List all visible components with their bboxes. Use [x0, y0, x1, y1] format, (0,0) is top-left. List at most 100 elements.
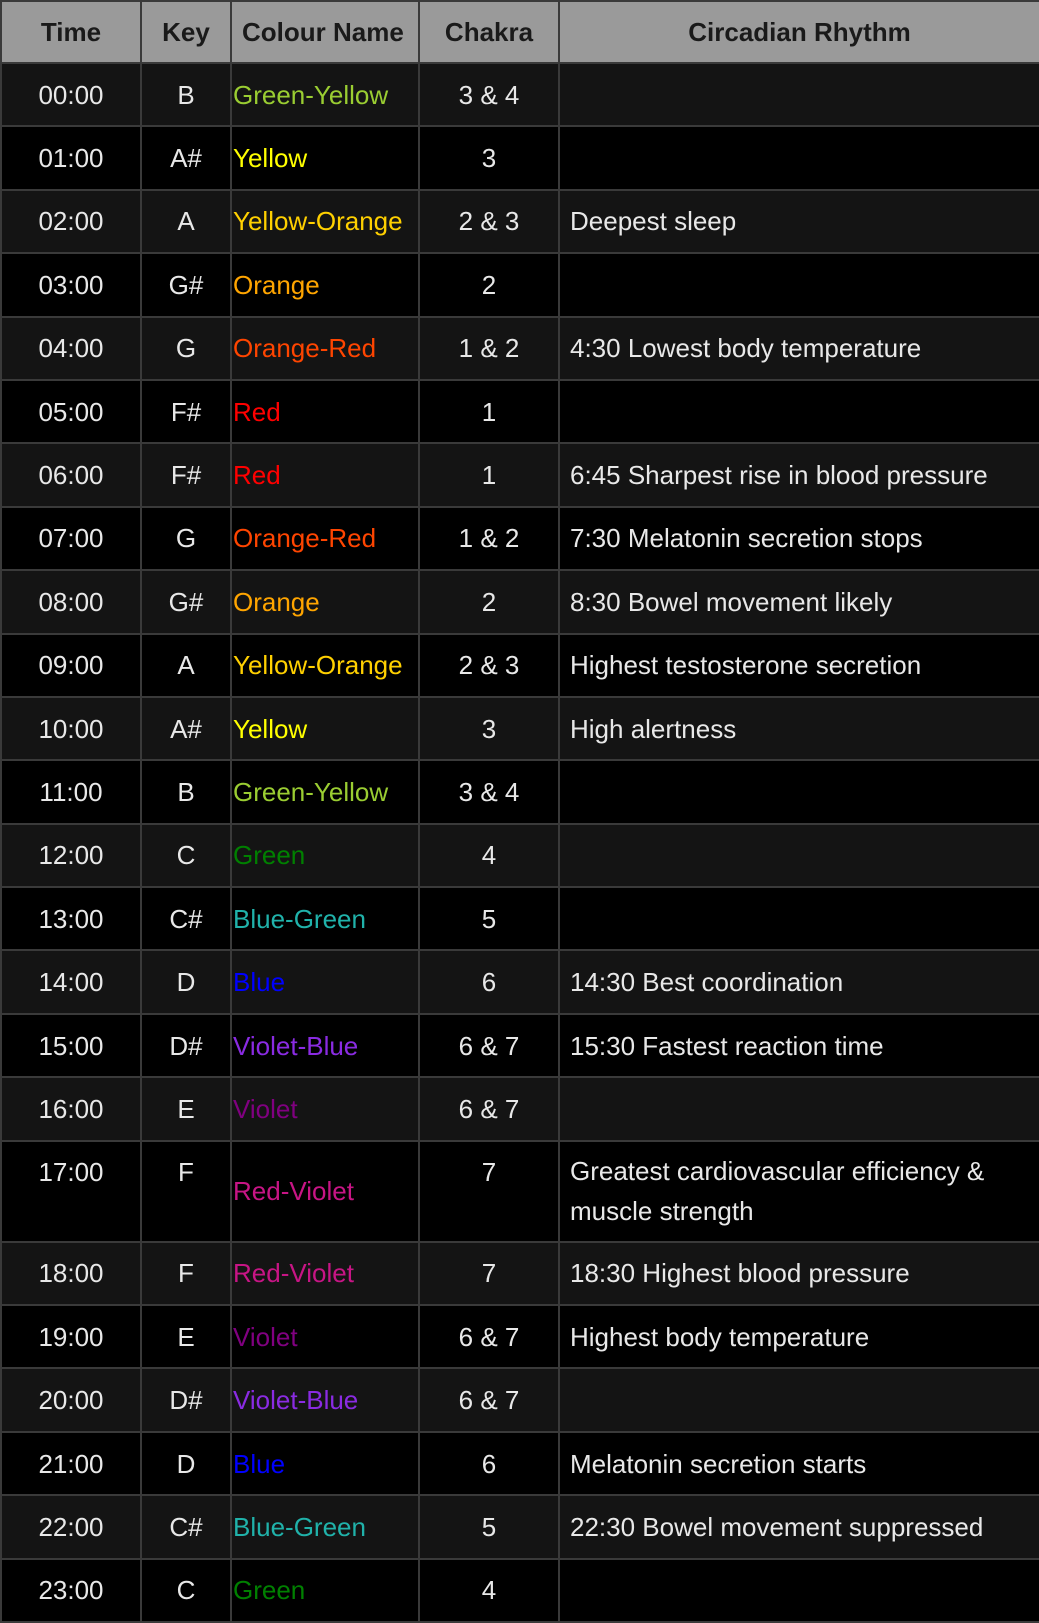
table-row: 03:00 G# Orange 2 [0, 252, 1039, 318]
colour-name-cell: Blue-Green [230, 886, 420, 952]
circadian-rhythm-cell: 4:30 Lowest body temperature [558, 315, 1039, 381]
chakra-cell: 2 [418, 252, 560, 318]
colour-name-cell: Red [230, 378, 420, 445]
colour-name-cell: Red-Violet [230, 1139, 420, 1243]
time-cell: 05:00 [0, 378, 142, 445]
table-row: 15:00 D# Violet-Blue 6 & 7 15:30 Fastest rea… [0, 1012, 1039, 1079]
table-row: 08:00 G# Orange 2 8:30 Bowel movement likely [0, 569, 1039, 635]
table-row: 04:00 G Orange-Red 1 & 2 4:30 Lowest body te… [0, 315, 1039, 381]
table-row: 11:00 B Green-Yellow 3 & 4 [0, 759, 1039, 825]
circadian-rhythm-cell [558, 252, 1039, 318]
time-cell: 00:00 [0, 61, 142, 128]
time-cell: 19:00 [0, 1304, 142, 1370]
key-cell: A# [140, 125, 232, 191]
circadian-rhythm-cell: Highest body temperature [558, 1304, 1039, 1370]
table-row: 01:00 A# Yellow 3 [0, 125, 1039, 191]
table-row: 13:00 C# Blue-Green 5 [0, 886, 1039, 952]
chakra-cell: 2 & 3 [418, 632, 560, 698]
table-row: 19:00 E Violet 6 & 7 Highest body temperatur… [0, 1304, 1039, 1370]
key-cell: F [140, 1139, 232, 1243]
time-cell: 16:00 [0, 1076, 142, 1142]
table-row: 23:00 C Green 4 [0, 1557, 1039, 1623]
chakra-cell: 2 [418, 569, 560, 635]
colour-name-cell: Orange [230, 252, 420, 318]
colour-name-cell: Red [230, 442, 420, 508]
chakra-cell: 7 [418, 1240, 560, 1307]
table-row: 10:00 A# Yellow 3 High alertness [0, 695, 1039, 762]
circadian-rhythm-cell: 15:30 Fastest reaction time [558, 1012, 1039, 1079]
colour-name-cell: Green-Yellow [230, 61, 420, 128]
time-cell: 13:00 [0, 886, 142, 952]
time-cell: 03:00 [0, 252, 142, 318]
key-cell: G# [140, 252, 232, 318]
circadian-rhythm-cell [558, 125, 1039, 191]
circadian-rhythm-cell: 14:30 Best coordination [558, 949, 1039, 1015]
key-cell: G [140, 315, 232, 381]
chakra-cell: 1 & 2 [418, 315, 560, 381]
header-colour-name: Colour Name [230, 0, 420, 64]
chakra-cell: 5 [418, 1494, 560, 1560]
key-cell: G# [140, 569, 232, 635]
colour-name-cell: Violet-Blue [230, 1012, 420, 1079]
circadian-rhythm-cell: Greatest cardiovascular efficiency & mus… [558, 1139, 1039, 1243]
circadian-rhythm-cell: 22:30 Bowel movement suppressed [558, 1494, 1039, 1560]
table-row: 16:00 E Violet 6 & 7 [0, 1076, 1039, 1142]
colour-name-cell: Orange-Red [230, 505, 420, 572]
colour-name-cell: Yellow-Orange [230, 188, 420, 255]
circadian-rhythm-cell [558, 886, 1039, 952]
time-cell: 11:00 [0, 759, 142, 825]
colour-name-cell: Blue [230, 1430, 420, 1497]
table-row: 17:00 F Red-Violet 7 Greatest cardiovascular… [0, 1139, 1039, 1243]
chakra-cell: 5 [418, 886, 560, 952]
circadian-rhythm-cell [558, 378, 1039, 445]
circadian-rhythm-cell: Melatonin secretion starts [558, 1430, 1039, 1497]
time-cell: 01:00 [0, 125, 142, 191]
table-row: 21:00 D Blue 6 Melatonin secretion starts [0, 1430, 1039, 1497]
chakra-cell: 3 [418, 125, 560, 191]
time-cell: 15:00 [0, 1012, 142, 1079]
chakra-cell: 6 & 7 [418, 1304, 560, 1370]
key-cell: A [140, 188, 232, 255]
circadian-rhythm-cell: 7:30 Melatonin secretion stops [558, 505, 1039, 572]
time-cell: 21:00 [0, 1430, 142, 1497]
time-cell: 23:00 [0, 1557, 142, 1623]
header-row: Time Key Colour Name Chakra Circadian Rh… [0, 0, 1039, 64]
chakra-cell: 7 [418, 1139, 560, 1243]
chakra-cell: 6 & 7 [418, 1012, 560, 1079]
circadian-rhythm-cell: 18:30 Highest blood pressure [558, 1240, 1039, 1307]
time-cell: 18:00 [0, 1240, 142, 1307]
time-cell: 07:00 [0, 505, 142, 572]
circadian-rhythm-cell [558, 822, 1039, 889]
table-row: 06:00 F# Red 1 6:45 Sharpest rise in blood p… [0, 442, 1039, 508]
circadian-rhythm-cell [558, 61, 1039, 128]
table-row: 07:00 G Orange-Red 1 & 2 7:30 Melatonin secr… [0, 505, 1039, 572]
chakra-cell: 6 & 7 [418, 1367, 560, 1433]
colour-name-cell: Yellow [230, 125, 420, 191]
table-row: 09:00 A Yellow-Orange 2 & 3 Highest testoste… [0, 632, 1039, 698]
key-cell: E [140, 1304, 232, 1370]
time-cell: 20:00 [0, 1367, 142, 1433]
table-row: 20:00 D# Violet-Blue 6 & 7 [0, 1367, 1039, 1433]
key-cell: A# [140, 695, 232, 762]
colour-name-cell: Green-Yellow [230, 759, 420, 825]
chakra-cell: 6 [418, 949, 560, 1015]
colour-name-cell: Blue [230, 949, 420, 1015]
table-row: 12:00 C Green 4 [0, 822, 1039, 889]
table-row: 22:00 C# Blue-Green 5 22:30 Bowel movement s… [0, 1494, 1039, 1560]
colour-name-cell: Yellow [230, 695, 420, 762]
key-cell: A [140, 632, 232, 698]
header-circadian-rhythm: Circadian Rhythm [558, 0, 1039, 64]
circadian-rhythm-cell [558, 1076, 1039, 1142]
colour-name-cell: Violet [230, 1304, 420, 1370]
table-row: 00:00 B Green-Yellow 3 & 4 [0, 61, 1039, 128]
chakra-cell: 6 & 7 [418, 1076, 560, 1142]
circadian-rhythm-cell [558, 1557, 1039, 1623]
key-cell: D [140, 949, 232, 1015]
key-cell: D [140, 1430, 232, 1497]
key-cell: F [140, 1240, 232, 1307]
chakra-cell: 1 [418, 378, 560, 445]
key-cell: C# [140, 1494, 232, 1560]
chakra-cell: 4 [418, 822, 560, 889]
chakra-cell: 1 [418, 442, 560, 508]
